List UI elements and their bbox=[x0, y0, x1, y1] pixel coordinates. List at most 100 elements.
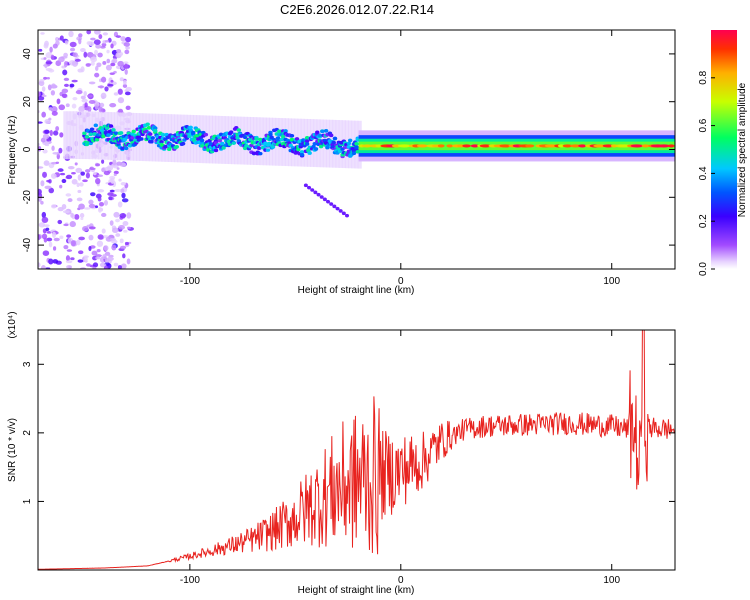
noise-speck bbox=[83, 255, 89, 259]
track-cell bbox=[280, 134, 286, 139]
track-cell bbox=[317, 133, 322, 138]
noise-speck bbox=[51, 111, 58, 116]
track-cell bbox=[258, 151, 263, 156]
noise-speck bbox=[119, 238, 124, 244]
colorbar-tick-label: 0.6 bbox=[698, 118, 709, 132]
noise-speck bbox=[95, 178, 101, 185]
noise-speck bbox=[38, 95, 45, 101]
carrier-peak bbox=[667, 144, 675, 148]
noise-speck bbox=[44, 40, 49, 47]
noise-speck bbox=[110, 62, 116, 67]
track-cell bbox=[199, 138, 205, 143]
branch-cell bbox=[310, 188, 315, 192]
track-cell bbox=[251, 151, 257, 156]
noise-speck bbox=[94, 104, 99, 110]
spectrogram-y-label: Frequency (Hz) bbox=[7, 116, 18, 185]
noise-speck bbox=[101, 228, 106, 234]
noise-speck bbox=[63, 60, 68, 68]
noise-speck bbox=[110, 177, 115, 184]
track-cell bbox=[296, 147, 301, 152]
noise-speck bbox=[102, 254, 107, 260]
carrier-peak bbox=[462, 144, 471, 148]
noise-speck bbox=[118, 225, 126, 230]
noise-speck bbox=[125, 105, 131, 111]
branch-cell bbox=[326, 199, 331, 204]
noise-speck bbox=[38, 234, 41, 241]
noise-speck bbox=[65, 174, 73, 180]
track-cell bbox=[331, 140, 336, 145]
track-cell bbox=[180, 141, 186, 146]
track-halo bbox=[72, 111, 77, 160]
branch-cell bbox=[345, 213, 350, 218]
track-cell bbox=[188, 125, 193, 130]
y-tick-label: 20 bbox=[22, 96, 33, 108]
noise-speck bbox=[104, 251, 111, 256]
noise-speck bbox=[76, 197, 83, 202]
noise-speck bbox=[69, 41, 77, 48]
colorbar-tick-label: 0.4 bbox=[698, 166, 709, 180]
noise-speck bbox=[95, 256, 101, 260]
track-cell bbox=[242, 135, 248, 139]
noise-speck bbox=[61, 93, 68, 98]
noise-speck bbox=[125, 46, 130, 50]
noise-speck bbox=[86, 94, 93, 98]
noise-speck bbox=[116, 161, 122, 166]
noise-speck bbox=[41, 111, 46, 118]
branch-cell bbox=[329, 202, 334, 206]
track-cell bbox=[354, 145, 359, 149]
colorbar-label: Normalized spectral amplitude bbox=[737, 82, 748, 217]
carrier-peak bbox=[375, 144, 383, 148]
carrier-peak bbox=[569, 144, 582, 148]
noise-speck bbox=[93, 39, 101, 45]
noise-speck bbox=[112, 159, 117, 166]
track-cell bbox=[150, 136, 155, 140]
track-cell bbox=[254, 137, 259, 141]
noise-speck bbox=[96, 62, 102, 68]
noise-speck bbox=[103, 245, 109, 251]
noise-speck bbox=[100, 92, 107, 99]
noise-speck bbox=[65, 260, 73, 264]
track-cell bbox=[236, 128, 242, 132]
track-halo bbox=[234, 116, 239, 165]
noise-speck bbox=[86, 41, 92, 46]
noise-speck bbox=[61, 178, 67, 184]
noise-speck bbox=[97, 234, 104, 240]
snr-x-label: Height of straight line (km) bbox=[298, 585, 415, 596]
noise-speck bbox=[90, 37, 96, 41]
noise-speck bbox=[39, 79, 45, 82]
snr-y-axis: 1 2 3 bbox=[22, 361, 675, 504]
snr-series-line bbox=[38, 330, 675, 570]
noise-speck bbox=[120, 36, 126, 42]
noise-speck bbox=[80, 217, 84, 221]
noise-speck bbox=[70, 240, 76, 247]
track-cell bbox=[315, 130, 320, 135]
noise-speck bbox=[48, 179, 52, 184]
noise-speck bbox=[104, 86, 109, 92]
track-cell bbox=[153, 126, 158, 130]
spectrogram-x-label: Height of straight line (km) bbox=[298, 285, 415, 296]
noise-speck bbox=[77, 189, 82, 194]
carrier-peak bbox=[470, 144, 480, 148]
noise-speck bbox=[86, 30, 92, 35]
track-cell bbox=[118, 131, 124, 135]
x-tick-label: -100 bbox=[180, 575, 200, 586]
track-cell bbox=[350, 146, 355, 151]
noise-speck bbox=[83, 51, 88, 58]
noise-speck bbox=[67, 166, 75, 170]
noise-speck bbox=[103, 199, 108, 206]
noise-speck bbox=[117, 108, 124, 114]
noise-speck bbox=[82, 179, 88, 183]
noise-speck bbox=[108, 196, 113, 201]
track-halo bbox=[69, 111, 74, 160]
noise-speck bbox=[41, 86, 46, 92]
noise-speck bbox=[77, 174, 82, 181]
noise-speck bbox=[124, 49, 130, 55]
noise-speck bbox=[96, 248, 101, 253]
noise-speck bbox=[81, 98, 88, 103]
track-halo bbox=[66, 111, 71, 160]
x-tick-label: 100 bbox=[603, 276, 620, 287]
noise-speck bbox=[105, 236, 113, 242]
noise-speck bbox=[45, 61, 53, 65]
noise-speck bbox=[107, 192, 114, 196]
noise-speck bbox=[124, 91, 131, 96]
